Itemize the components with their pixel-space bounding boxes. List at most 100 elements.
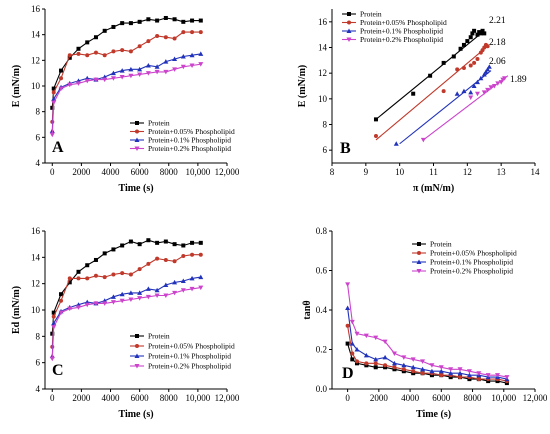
data-point: [67, 306, 73, 312]
data-point: [119, 75, 125, 80]
data-point: [391, 351, 397, 356]
data-point: [181, 243, 186, 248]
data-point: [67, 82, 73, 88]
data-point: [420, 371, 425, 376]
data-point: [155, 256, 160, 261]
data-point: [480, 28, 485, 33]
y-tick-label: 10: [31, 305, 41, 315]
panel-label: C: [52, 362, 64, 379]
legend-label: Protein+0.1% Phospholipid: [148, 352, 231, 361]
x-tick-label: 6000: [131, 393, 150, 403]
data-point: [345, 341, 350, 346]
data-point: [154, 69, 160, 75]
legend-marker: [134, 146, 140, 151]
data-point: [172, 17, 177, 22]
data-point: [163, 257, 168, 262]
data-point: [383, 363, 388, 368]
data-point: [120, 21, 125, 26]
panel-c: 0 2000 4000 6000 8000 10,000 12,000 4 6 8 10 12 14 16…: [11, 226, 240, 420]
y-tick-label: 16: [31, 4, 41, 14]
data-point: [137, 19, 142, 24]
data-point: [198, 51, 204, 56]
x-tick-label: 14: [531, 167, 541, 177]
x-tick-label: 9: [364, 167, 369, 177]
legend-entry: Protein+0.1% Phospholipid: [342, 27, 443, 36]
data-point: [458, 46, 463, 51]
data-point: [420, 359, 426, 364]
data-point: [382, 354, 388, 360]
data-point: [354, 359, 359, 364]
data-point: [373, 117, 378, 122]
data-point: [198, 252, 203, 257]
data-point: [172, 290, 178, 296]
y-tick-label: 14: [31, 30, 41, 40]
fit-line: [375, 45, 488, 141]
y-tick-label: 8: [323, 120, 328, 130]
x-tick-label: 0: [50, 167, 55, 177]
data-point: [190, 30, 195, 35]
legend-entry: Protein: [130, 332, 170, 341]
data-point: [364, 361, 369, 366]
data-point: [155, 240, 160, 245]
data-point: [483, 69, 489, 74]
data-point: [128, 66, 134, 72]
panel-label: A: [52, 139, 64, 156]
data-point: [472, 28, 477, 33]
legend-marker: [347, 20, 351, 25]
data-point: [128, 297, 134, 302]
data-point: [475, 57, 480, 62]
x-tick-label: 8000: [464, 393, 483, 403]
data-point: [345, 282, 351, 287]
data-point: [502, 76, 508, 81]
data-point: [392, 365, 397, 370]
legend-label: Protein+0.2% Phospholipid: [148, 144, 231, 153]
data-point: [76, 276, 81, 281]
data-point: [401, 362, 407, 368]
data-point: [51, 310, 56, 315]
data-point: [84, 78, 90, 84]
x-tick-label: 10: [395, 167, 405, 177]
data-point: [154, 287, 160, 293]
legend-label: Protein+0.05% Phospholipid: [430, 249, 517, 258]
series-line: [51, 239, 201, 334]
x-tick-label: 4000: [102, 167, 121, 177]
legend-marker: [346, 37, 352, 42]
data-point: [58, 310, 64, 316]
data-point: [363, 352, 369, 358]
data-point: [189, 275, 195, 281]
series-line: [51, 63, 201, 135]
series-1: [373, 28, 487, 122]
data-point: [76, 269, 81, 274]
y-tick-label: 6: [36, 132, 41, 142]
panel-label: B: [340, 140, 351, 157]
data-point: [172, 259, 177, 264]
data-point: [441, 60, 446, 65]
legend-label: Protein: [148, 119, 170, 128]
data-point: [119, 298, 125, 304]
data-point: [137, 242, 142, 247]
legend-marker: [416, 269, 422, 274]
data-point: [51, 314, 56, 319]
series-3: [345, 305, 510, 382]
data-point: [478, 75, 484, 81]
data-point: [76, 51, 81, 56]
x-tick-label: 13: [497, 167, 507, 177]
data-point: [411, 369, 416, 374]
data-point: [137, 267, 142, 272]
legend-marker: [135, 334, 139, 338]
panel-d: 0 2000 4000 6000 8000 10,000 12,000 0.0 0.2 0.4 0.…: [302, 226, 548, 420]
data-point: [75, 81, 81, 86]
legend-marker: [417, 251, 421, 255]
series-2: [373, 42, 490, 141]
data-point: [85, 53, 90, 58]
y-tick-label: 12: [318, 68, 327, 78]
data-point: [428, 73, 433, 78]
data-point: [59, 68, 64, 73]
y-tick-label: 0.0: [316, 384, 328, 394]
series-line: [51, 17, 201, 108]
x-axis-label: Time (s): [118, 409, 153, 420]
data-point: [110, 300, 116, 305]
data-point: [93, 50, 98, 55]
data-point: [461, 42, 466, 47]
